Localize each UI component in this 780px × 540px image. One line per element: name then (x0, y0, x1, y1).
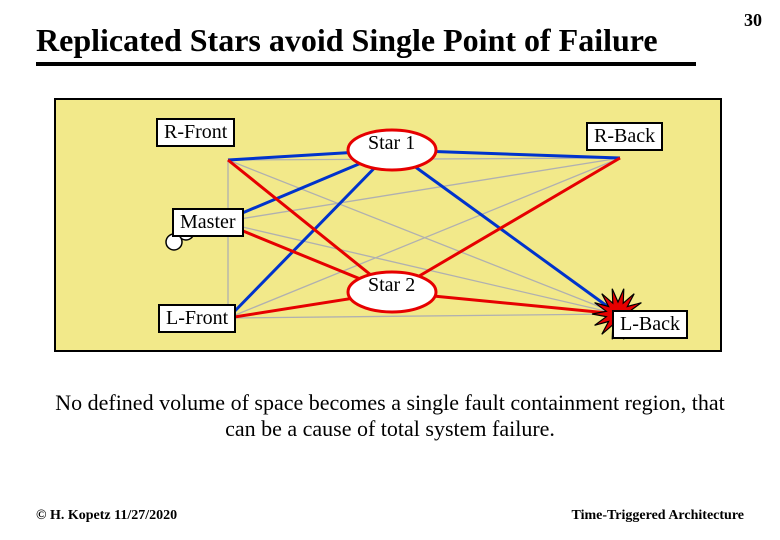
node-star-2: Star 2 (368, 274, 415, 297)
page-number: 30 (744, 10, 762, 31)
slide: 30 Replicated Stars avoid Single Point o… (0, 0, 780, 540)
footer-left: © H. Kopetz 11/27/2020 (36, 508, 177, 524)
node-r-back: R-Back (586, 122, 663, 151)
title-underline (36, 62, 696, 66)
footer-right: Time-Triggered Architecture (572, 508, 745, 524)
node-r-front: R-Front (156, 118, 235, 147)
node-star-1: Star 1 (368, 132, 415, 155)
slide-title: Replicated Stars avoid Single Point of F… (36, 22, 658, 59)
diagram-panel: R-Front R-Back Master L-Front L-Back Star 1 St… (54, 98, 722, 352)
node-l-front: L-Front (158, 304, 236, 333)
node-l-back: L-Back (612, 310, 688, 339)
caption-text: No defined volume of space becomes a sin… (40, 390, 740, 443)
node-master: Master (172, 208, 244, 237)
